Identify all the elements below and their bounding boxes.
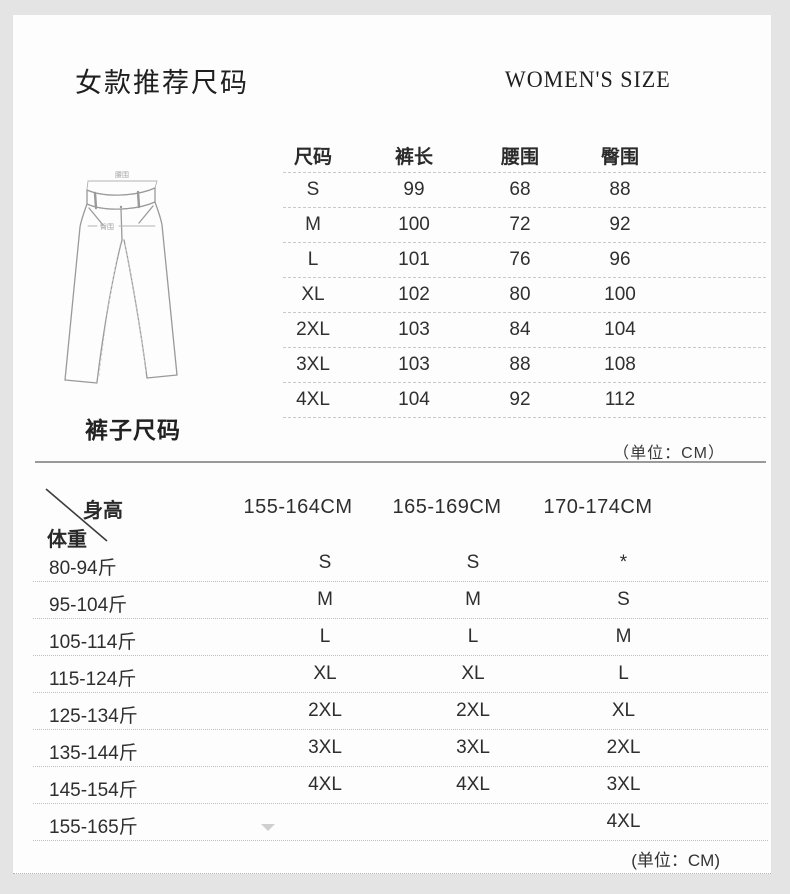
table-row: 145-154斤 4XL 4XL 3XL	[33, 767, 768, 804]
hip-value: 104	[604, 319, 636, 340]
table-row: L 101 76 96	[283, 243, 766, 278]
recommended-size: M	[317, 589, 333, 610]
length-value: 104	[398, 389, 430, 410]
col-header-length: 裤长	[394, 146, 433, 168]
size-value: 2XL	[296, 319, 330, 340]
table-row: S 99 68 88	[283, 173, 766, 208]
measurements-table: 尺码 裤长 腰围 臀围 S 99 68 88 M 100 72 92 L 101…	[283, 138, 766, 418]
recommended-size: 3XL	[606, 774, 641, 795]
size-value: S	[306, 179, 320, 200]
section-divider	[35, 461, 766, 463]
waist-dimension-line	[86, 180, 158, 190]
waist-value: 88	[509, 354, 531, 375]
table-row: 2XL 103 84 104	[283, 313, 766, 348]
length-value: 103	[398, 354, 430, 375]
recommended-size: M	[615, 626, 632, 647]
weight-range: 105-114斤	[49, 631, 137, 653]
hip-value: 96	[609, 249, 631, 270]
recommended-size: 4XL	[308, 774, 342, 795]
table-row: 125-134斤 2XL 2XL XL	[33, 693, 768, 730]
pants-diagram: 腰围 臀围	[64, 171, 178, 384]
weight-range: 125-134斤	[49, 705, 138, 727]
col-header-hip: 臀围	[600, 146, 639, 168]
corner-label-height: 身高	[83, 500, 123, 522]
table-row: 155-165斤 4XL	[33, 804, 768, 841]
table-row: 135-144斤 3XL 3XL 2XL	[33, 730, 768, 767]
table-row: 4XL 104 92 112	[283, 383, 766, 418]
waist-value: 80	[509, 284, 531, 305]
table-row: XL 102 80 100	[283, 278, 766, 313]
weight-range: 135-144斤	[49, 742, 138, 764]
recommended-size: S	[617, 589, 630, 610]
recommended-size: 2XL	[308, 700, 342, 721]
waist-label: 腰围	[115, 171, 129, 179]
weight-range: 155-165斤	[49, 816, 138, 838]
waist-value: 84	[509, 319, 531, 340]
col-header-waist: 腰围	[500, 146, 539, 168]
page-title-chinese: 女款推荐尺码	[75, 68, 249, 98]
recommended-size: S	[466, 552, 480, 573]
unit-note-upper: （单位：CM）	[613, 445, 725, 462]
unit-note-lower: (单位：CM)	[631, 851, 720, 870]
size-value: L	[307, 249, 319, 270]
fit-table-body: 80-94斤 S S * 95-104斤 M M S 105-114斤 L L …	[33, 545, 768, 841]
waist-value: 76	[509, 249, 531, 270]
waist-value: 68	[509, 179, 531, 200]
length-value: 102	[398, 284, 430, 305]
artifact-caret-icon	[261, 824, 275, 831]
weight-range: 115-124斤	[49, 668, 137, 690]
recommended-size: 2XL	[456, 700, 490, 721]
table-row: 3XL 103 88 108	[283, 348, 766, 383]
recommended-size: 3XL	[308, 737, 342, 758]
pants-caption: 裤子尺码	[85, 417, 181, 443]
table-row: M 100 72 92	[283, 208, 766, 243]
length-value: 103	[398, 319, 430, 340]
size-value: M	[305, 214, 321, 235]
corner-label-weight: 体重	[47, 529, 87, 551]
size-value: 4XL	[296, 389, 330, 410]
page-title-english: WOMEN'S SIZE	[505, 67, 671, 92]
recommended-size: 3XL	[456, 737, 490, 758]
diagonal-line	[45, 488, 108, 542]
col-header-size: 尺码	[293, 146, 332, 168]
size-value: 3XL	[296, 354, 330, 375]
recommended-size: XL	[461, 663, 485, 684]
table-row: 115-124斤 XL XL L	[33, 656, 768, 693]
table-row: 95-104斤 M M S	[33, 582, 768, 619]
weight-range: 145-154斤	[49, 779, 138, 801]
recommended-size: S	[318, 552, 332, 573]
table-row: 80-94斤 S S *	[33, 545, 768, 582]
size-value: XL	[301, 284, 325, 305]
length-value: 99	[403, 179, 425, 200]
table-row: 105-114斤 L L M	[33, 619, 768, 656]
recommended-size: 4XL	[606, 811, 641, 832]
recommended-size: XL	[611, 700, 636, 721]
hip-label: 臀围	[100, 223, 114, 231]
length-value: 101	[398, 249, 430, 270]
recommended-size: M	[465, 589, 481, 610]
hip-value: 88	[609, 179, 631, 200]
length-value: 100	[398, 214, 430, 235]
recommended-size: L	[467, 626, 479, 647]
hip-value: 92	[609, 214, 631, 235]
measurements-header-row: 尺码 裤长 腰围 臀围	[283, 138, 766, 173]
weight-range: 80-94斤	[49, 557, 117, 579]
recommended-size: XL	[313, 663, 337, 684]
weight-range: 95-104斤	[49, 594, 128, 616]
recommended-size: 2XL	[606, 737, 641, 758]
height-range-header: 165-169CM	[392, 496, 502, 518]
recommended-size: L	[319, 626, 331, 647]
waist-value: 92	[509, 389, 531, 410]
height-range-header: 170-174CM	[543, 496, 653, 518]
recommended-size: *	[619, 552, 628, 573]
fit-table-header: 身高 体重 155-164CM 165-169CM 170-174CM	[33, 470, 768, 551]
recommended-size: L	[618, 663, 629, 684]
hip-value: 108	[604, 354, 636, 375]
size-chart-panel: 女款推荐尺码 WOMEN'S SIZE	[13, 15, 771, 874]
height-range-header: 155-164CM	[243, 496, 353, 518]
recommended-size: 4XL	[456, 774, 490, 795]
hip-value: 112	[604, 389, 636, 410]
waist-value: 72	[509, 214, 531, 235]
hip-value: 100	[604, 284, 636, 305]
